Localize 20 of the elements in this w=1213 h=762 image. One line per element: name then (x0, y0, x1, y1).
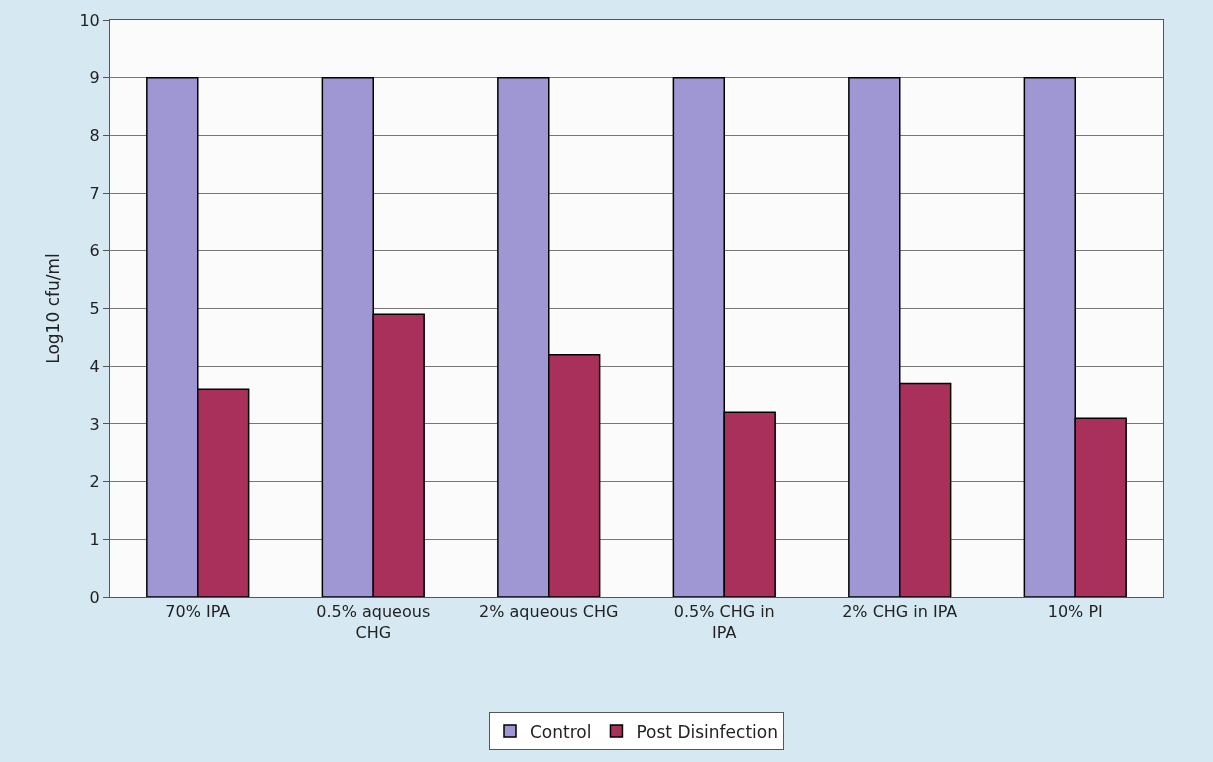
legend-label: Post Disinfection (636, 721, 778, 742)
y-axis-title: Log10 cfu/ml (42, 253, 63, 364)
y-tick-label: 4 (89, 356, 100, 376)
y-tick-label: 0 (89, 587, 100, 607)
x-tick-label: 2% CHG in IPA (842, 602, 958, 622)
y-tick-label: 6 (89, 241, 100, 261)
y-tick-label: 2 (89, 472, 100, 492)
x-tick-label: 0.5% CHG in IPA (673, 602, 775, 642)
y-tick-label: 1 (89, 529, 100, 549)
y-tick-label: 7 (89, 183, 100, 203)
y-tick-label: 3 (89, 414, 100, 434)
x-tick-label: 70% IPA (165, 602, 231, 622)
y-tick-label: 10 (79, 10, 100, 30)
x-tick-label: 2% aqueous CHG (479, 602, 619, 622)
legend-label: Control (530, 721, 592, 742)
y-tick-label: 5 (89, 299, 100, 319)
y-tick-label: 8 (89, 126, 100, 145)
y-tick-label: 9 (89, 68, 100, 88)
x-tick-label: 10% PI (1047, 602, 1103, 622)
x-tick-label: 0.5% aqueous CHG (316, 602, 431, 642)
